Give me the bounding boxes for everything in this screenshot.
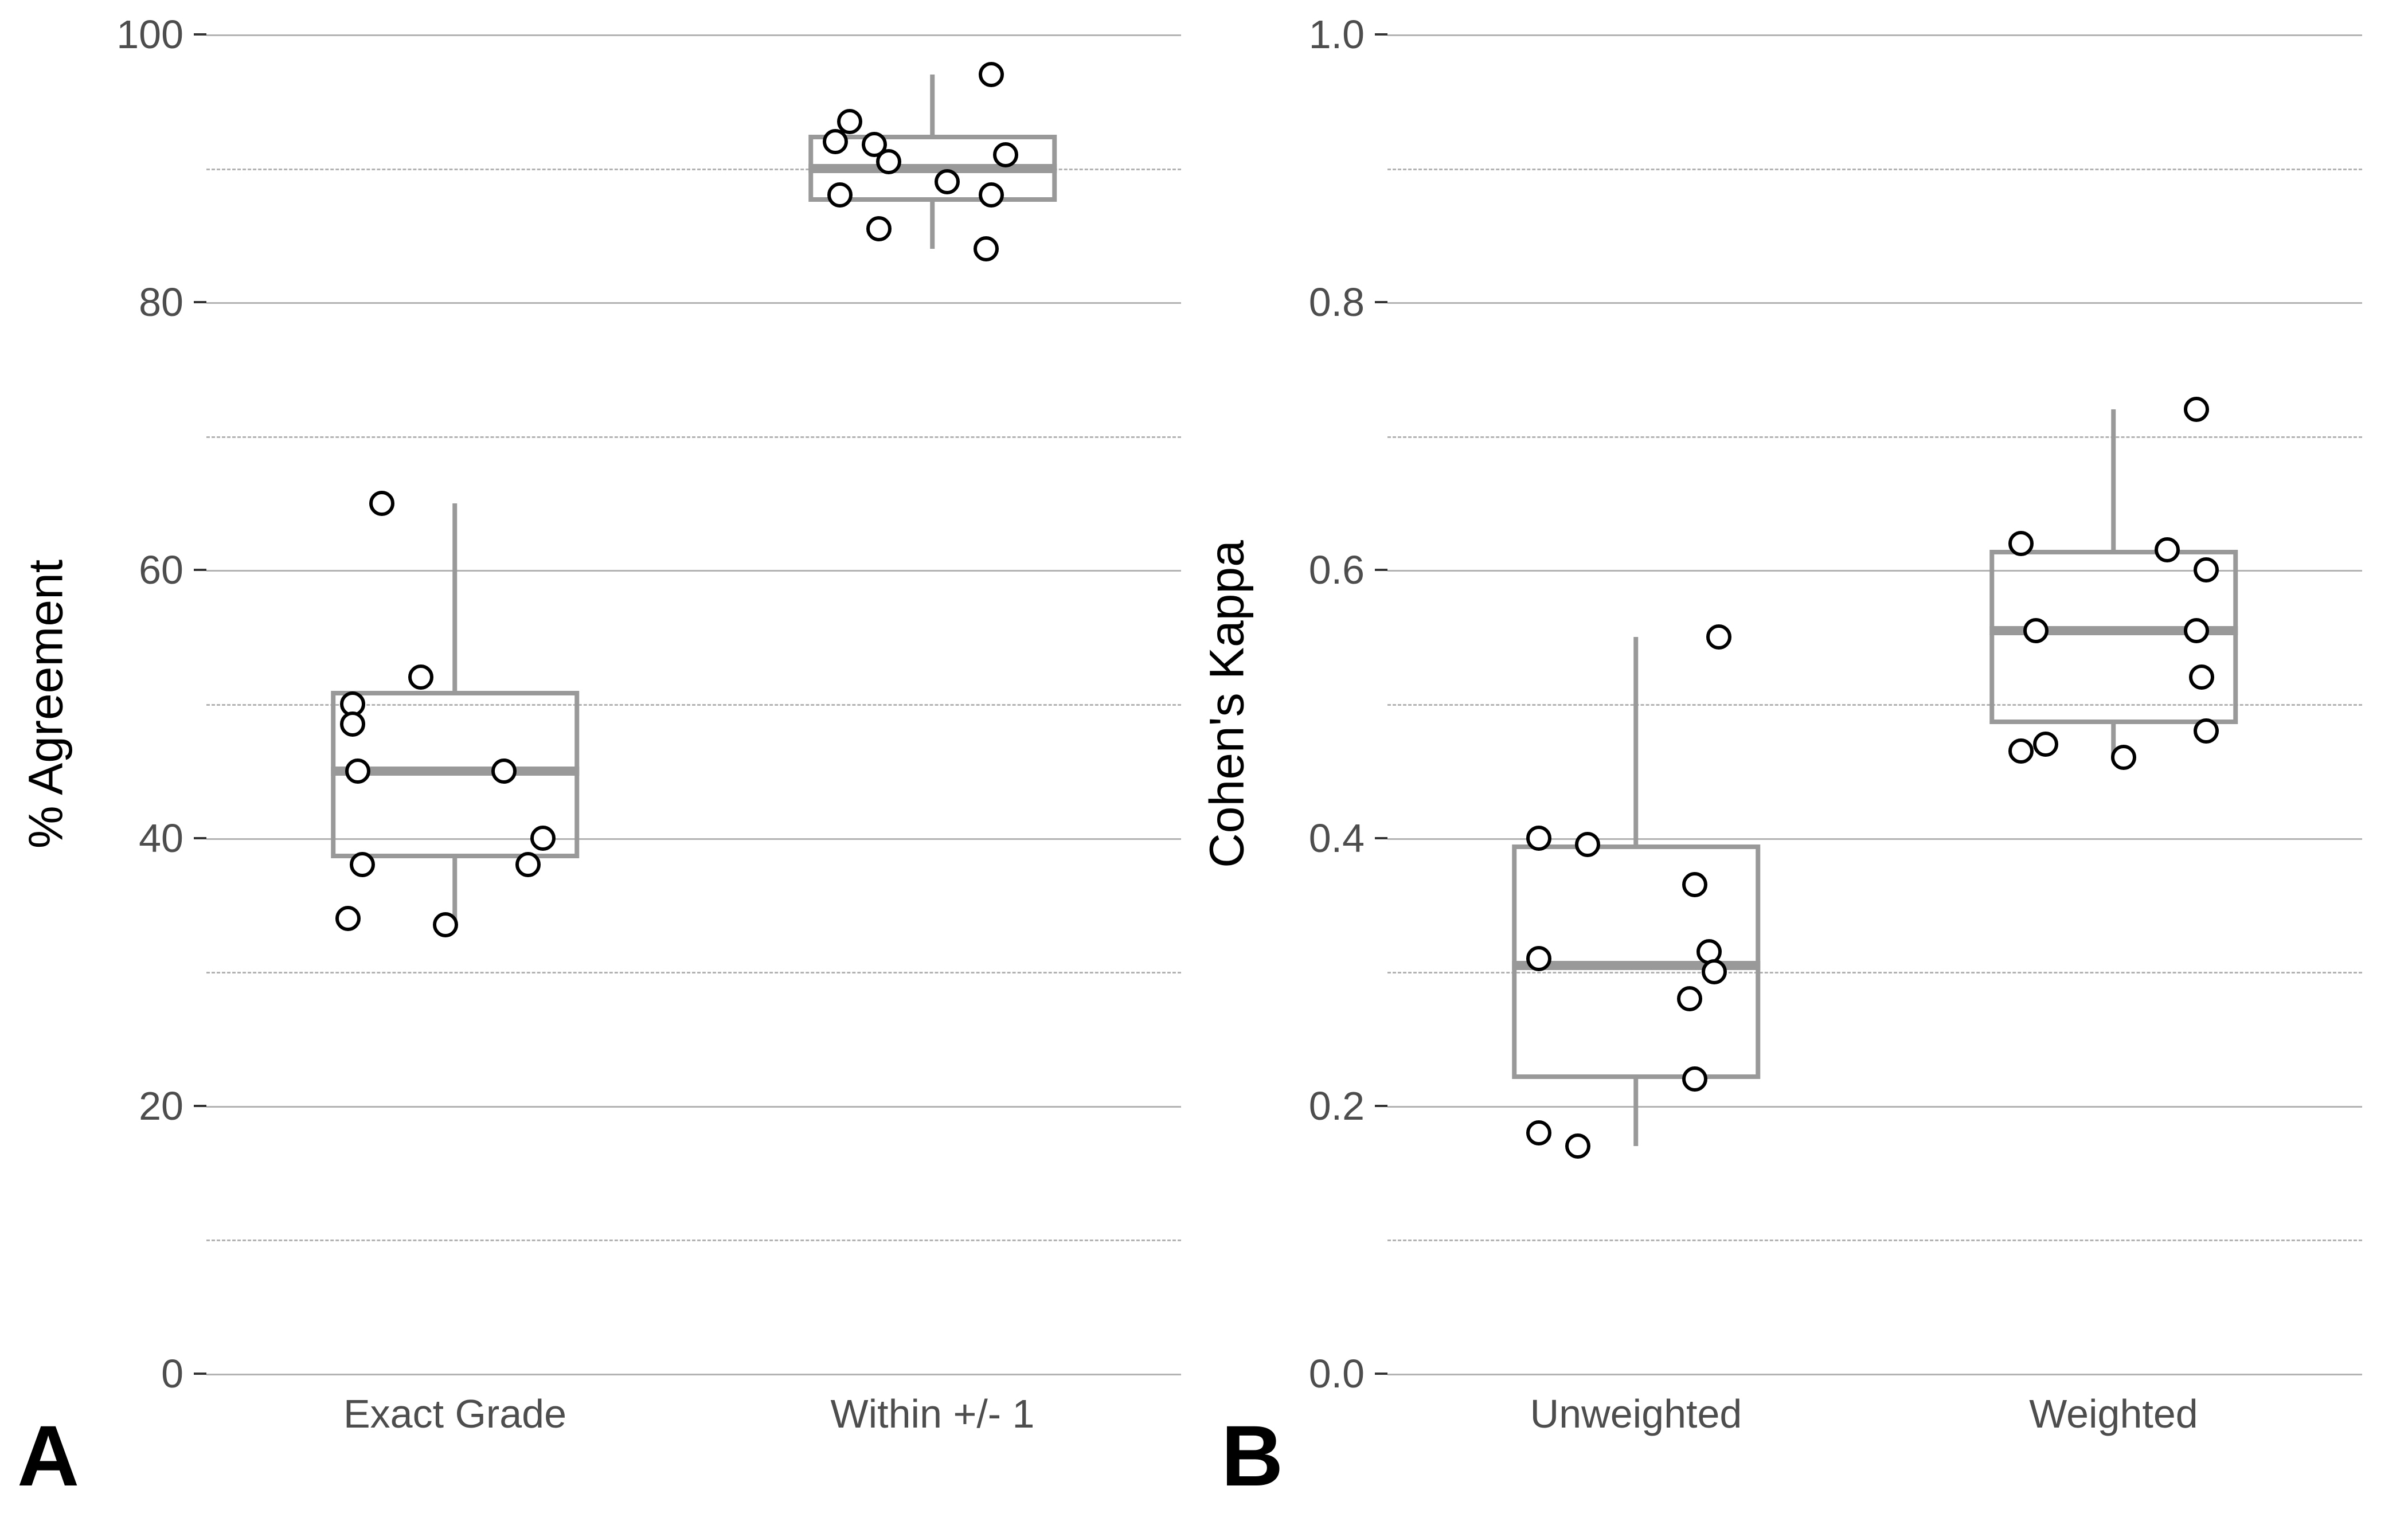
data-point — [2155, 537, 2180, 562]
data-point — [979, 62, 1004, 87]
ytick-label: 60 — [139, 547, 206, 593]
data-point — [979, 182, 1004, 208]
ytick-label: 20 — [139, 1083, 206, 1129]
data-point — [2111, 745, 2136, 770]
ytick-label: 0.8 — [1309, 279, 1387, 325]
whisker-upper — [931, 75, 935, 135]
box-group — [331, 34, 580, 1374]
ytick-label: 100 — [116, 11, 206, 57]
data-point — [1575, 832, 1600, 857]
data-point — [369, 491, 394, 516]
panel-label-a: A — [17, 1406, 79, 1506]
xtick-label: Within +/- 1 — [831, 1374, 1035, 1437]
whisker-upper — [1634, 637, 1639, 844]
data-point — [2184, 397, 2209, 422]
data-point — [974, 236, 999, 261]
ytick-label: 0 — [161, 1351, 206, 1397]
xtick-label: Exact Grade — [343, 1374, 566, 1437]
ytick-label: 40 — [139, 815, 206, 861]
data-point — [827, 182, 853, 208]
data-point — [1682, 872, 1707, 897]
data-point — [2184, 618, 2209, 643]
data-point — [2189, 664, 2214, 690]
data-point — [1526, 826, 1551, 851]
ylabel-a: % Agreement — [18, 560, 74, 849]
data-point — [866, 216, 892, 241]
ytick-label: 0.4 — [1309, 815, 1387, 861]
data-point — [1565, 1133, 1590, 1159]
data-point — [335, 906, 361, 931]
data-point — [2008, 531, 2034, 556]
data-point — [1677, 986, 1702, 1011]
data-point — [408, 664, 433, 690]
data-point — [1526, 946, 1551, 971]
data-point — [2023, 618, 2049, 643]
box-group — [1989, 34, 2238, 1374]
ytick-label: 1.0 — [1309, 11, 1387, 57]
ytick-label: 80 — [139, 279, 206, 325]
whisker-upper — [2112, 409, 2116, 550]
data-point — [2194, 718, 2219, 744]
data-point — [1526, 1120, 1551, 1145]
box-group — [1512, 34, 1761, 1374]
data-point — [345, 758, 370, 784]
panel-b: Cohen's Kappa 0.00.20.40.60.81.0Unweight… — [1204, 0, 2408, 1517]
data-point — [935, 169, 960, 194]
data-point — [2194, 557, 2219, 582]
box-group — [808, 34, 1057, 1374]
xtick-label: Weighted — [2029, 1374, 2198, 1437]
ytick-label: 0.6 — [1309, 547, 1387, 593]
data-point — [433, 912, 458, 937]
ytick-label: 0.2 — [1309, 1083, 1387, 1129]
data-point — [530, 826, 556, 851]
data-point — [2008, 738, 2034, 764]
panel-label-b: B — [1221, 1406, 1283, 1506]
data-point — [350, 852, 375, 877]
data-point — [1682, 1066, 1707, 1092]
ylabel-b: Cohen's Kappa — [1199, 540, 1255, 868]
data-point — [515, 852, 541, 877]
whisker-upper — [453, 503, 458, 691]
plot-area-b: Cohen's Kappa 0.00.20.40.60.81.0Unweight… — [1387, 34, 2362, 1374]
data-point — [2033, 732, 2058, 757]
xtick-label: Unweighted — [1530, 1374, 1742, 1437]
data-point — [491, 758, 517, 784]
data-point — [340, 711, 365, 737]
whisker-lower — [1634, 1079, 1639, 1146]
data-point — [1706, 624, 1731, 650]
box-median — [808, 164, 1057, 173]
plot-area-a: % Agreement 020406080100Exact GradeWithi… — [206, 34, 1181, 1374]
data-point — [993, 142, 1018, 167]
data-point — [823, 129, 848, 154]
whisker-lower — [931, 202, 935, 249]
data-point — [862, 132, 887, 157]
panel-a: % Agreement 0 20 40 60 80 100 Exact Grade Withi… — [0, 0, 1204, 1517]
ytick-label: 0.0 — [1309, 1351, 1387, 1397]
figure: % Agreement 0 20 40 60 80 100 Exact Grade Withi… — [0, 0, 2408, 1517]
data-point — [1702, 959, 1727, 984]
